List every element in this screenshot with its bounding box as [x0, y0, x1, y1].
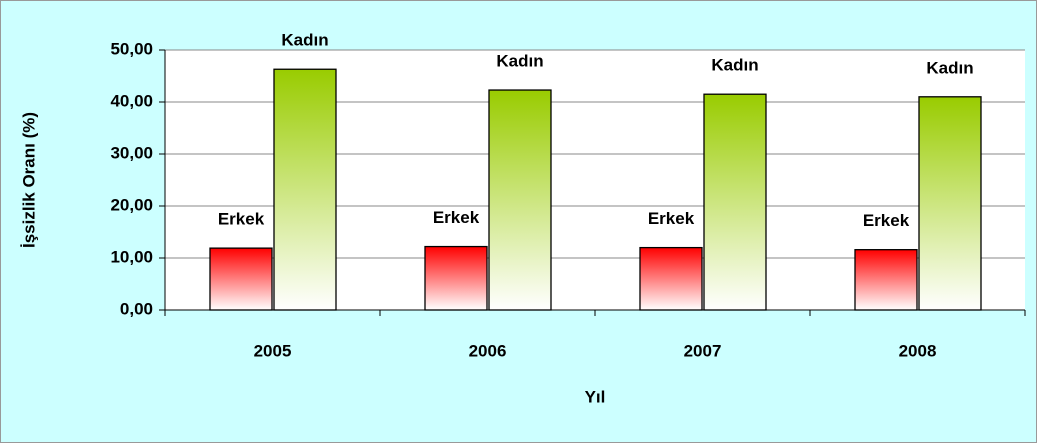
y-tick-label: 20,00 — [110, 195, 153, 214]
data-label: Erkek — [648, 209, 695, 228]
y-tick-label: 50,00 — [110, 39, 153, 58]
bar — [424, 245, 488, 311]
y-tick-label: 10,00 — [110, 247, 153, 266]
x-tick-label: 2008 — [899, 341, 937, 360]
data-label: Kadın — [711, 56, 758, 75]
x-tick-label: 2007 — [684, 341, 722, 360]
bar — [703, 93, 767, 311]
data-label: Erkek — [863, 211, 910, 230]
data-label: Erkek — [433, 208, 480, 227]
x-axis-title: Yıl — [585, 387, 606, 406]
bar — [854, 249, 918, 311]
data-label: Kadın — [281, 31, 328, 50]
bar — [918, 96, 982, 311]
y-axis-title: İşsizlik Oranı (%) — [19, 112, 38, 248]
data-label: Kadın — [496, 52, 543, 71]
x-tick-label: 2006 — [469, 341, 507, 360]
y-tick-label: 0,00 — [120, 299, 153, 318]
bar — [209, 247, 273, 311]
bar — [488, 89, 552, 311]
bar — [273, 68, 337, 311]
data-label: Erkek — [218, 210, 265, 229]
x-tick-label: 2005 — [254, 341, 292, 360]
data-label: Kadın — [926, 58, 973, 77]
bar — [639, 246, 703, 311]
y-tick-label: 30,00 — [110, 143, 153, 162]
y-tick-label: 40,00 — [110, 91, 153, 110]
